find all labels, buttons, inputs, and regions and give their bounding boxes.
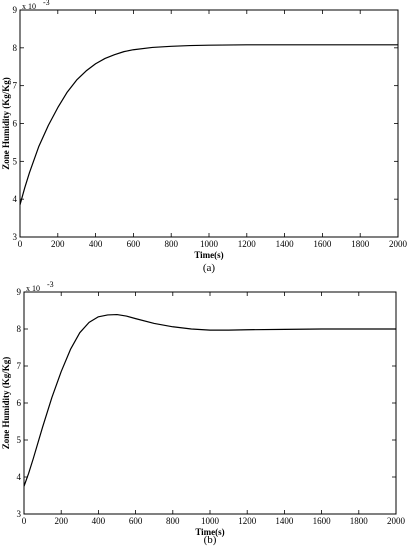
y-axis-label: Zone Humidity (Kg/Kg) (1, 77, 11, 170)
y-multiplier-exponent: -3 (43, 0, 50, 7)
y-tick-label: 4 (17, 472, 22, 482)
x-tick-label: 2000 (389, 239, 408, 249)
x-tick-label: 1000 (201, 516, 220, 526)
x-tick-label: 0 (22, 516, 27, 526)
x-tick-label: 1800 (350, 516, 369, 526)
x-tick-label: 1600 (313, 516, 332, 526)
plot-frame (23, 291, 397, 515)
y-tick-label: 8 (13, 43, 18, 53)
x-tick-label: 600 (127, 239, 141, 249)
y-axis-label: Zone Humidity (Kg/Kg) (1, 357, 11, 450)
chart-a: 0 200 400 600 800 1000 1200 1400 1600 1800 2000 3 4 5… (1, 0, 408, 274)
x-tick-label: 800 (164, 239, 178, 249)
y-tick-label: 9 (13, 5, 18, 15)
y-tick-label: 6 (17, 398, 22, 408)
y-multiplier: x 10 (26, 284, 40, 293)
y-multiplier: x 10 (22, 2, 36, 11)
x-tick-label: 1400 (275, 516, 294, 526)
series-line (19, 44, 398, 206)
y-tick-label: 6 (13, 119, 18, 129)
x-tick-label: 600 (129, 516, 143, 526)
x-tick-label: 1200 (238, 239, 257, 249)
series-line (23, 313, 396, 487)
chart-b: 0 200 400 600 800 1000 1200 1400 1600 1800 2000 3 4 5… (1, 280, 406, 546)
plot-frame (19, 9, 399, 238)
x-tick-label: 800 (166, 516, 180, 526)
y-tick-label: 5 (17, 435, 22, 445)
y-tick-label: 3 (17, 509, 22, 519)
x-tick-label: 0 (18, 239, 23, 249)
x-axis-label: Time(s) (195, 527, 224, 537)
y-tick-label: 7 (17, 361, 22, 371)
y-multiplier-exponent: -3 (47, 280, 54, 289)
x-tick-label: 200 (51, 239, 65, 249)
x-tick-label: 2000 (387, 516, 406, 526)
y-tick-label: 9 (17, 287, 22, 297)
y-tick-label: 3 (13, 232, 18, 242)
x-tick-label: 400 (89, 239, 103, 249)
x-tick-label: 1400 (276, 239, 295, 249)
y-tick-label: 5 (13, 156, 18, 166)
x-tick-label: 1000 (200, 239, 219, 249)
x-tick-label: 200 (54, 516, 68, 526)
x-tick-label: 1600 (313, 239, 332, 249)
y-tick-label: 7 (13, 81, 18, 91)
y-tick-label: 8 (17, 324, 22, 334)
chart-caption: (a) (203, 262, 216, 274)
chart-caption: (b) (204, 534, 217, 546)
y-tick-label: 4 (13, 194, 18, 204)
x-axis-label: Time(s) (194, 250, 223, 260)
x-tick-label: 400 (92, 516, 106, 526)
x-tick-label: 1200 (238, 516, 257, 526)
x-tick-label: 1800 (351, 239, 370, 249)
